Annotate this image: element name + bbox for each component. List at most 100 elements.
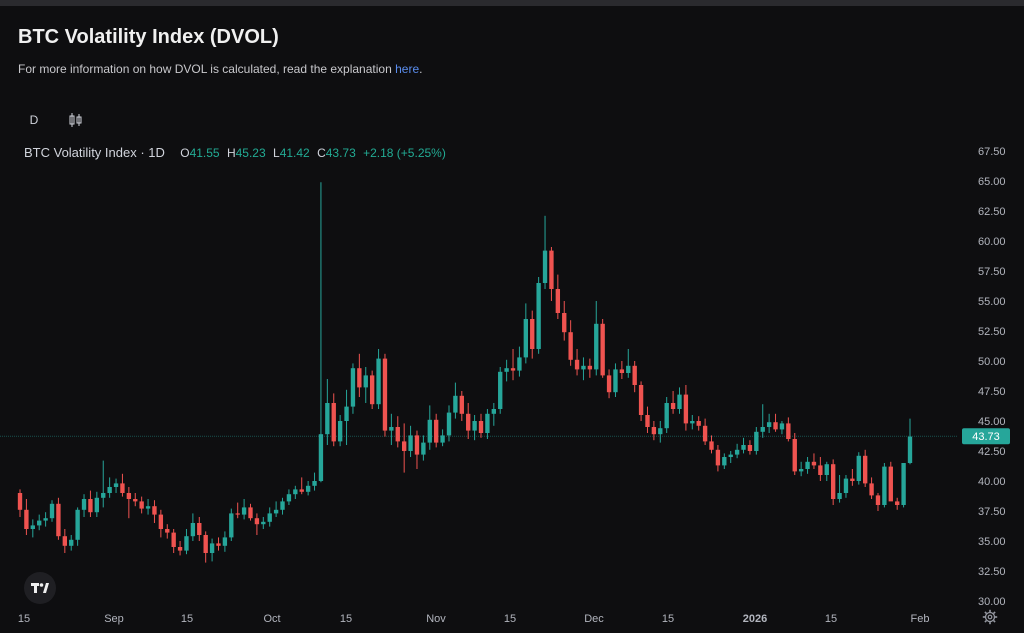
candle-body (664, 403, 669, 429)
candle-body (248, 507, 253, 519)
candle-body (152, 506, 157, 515)
y-tick-label: 52.50 (978, 326, 1006, 338)
candle-body (555, 289, 561, 313)
candle-body (401, 441, 407, 451)
candle-body (222, 537, 228, 546)
candle-body (491, 409, 496, 414)
y-tick-label: 50.00 (978, 356, 1006, 368)
candle-body (261, 521, 266, 525)
candle-body (613, 369, 618, 393)
tradingview-logo[interactable] (24, 572, 56, 604)
candle-body (421, 442, 426, 455)
candle-body (56, 503, 61, 537)
candle-body (43, 518, 48, 521)
timeframe-button[interactable]: D (29, 113, 39, 127)
candle-body (325, 403, 330, 435)
y-tick-label: 40.00 (978, 476, 1006, 488)
candle-body (158, 514, 164, 529)
candle-body (389, 427, 394, 431)
candle-body (850, 478, 855, 481)
window-top-bar (0, 0, 1024, 6)
candle-body (88, 499, 93, 513)
high-label: H (226, 146, 236, 160)
candle-body (677, 394, 682, 409)
y-tick-label: 55.00 (978, 296, 1006, 308)
candle-body (549, 250, 554, 289)
y-tick-label: 42.50 (978, 446, 1006, 458)
candle-body (293, 489, 298, 495)
x-tick-label: 15 (504, 613, 516, 625)
candle-body (472, 421, 477, 431)
candle-body (626, 365, 631, 373)
candle-body (280, 501, 285, 510)
open-value: 41.55 (189, 146, 220, 160)
candle-body (190, 523, 196, 537)
candle-body (81, 499, 87, 510)
candle-body (312, 481, 317, 486)
candle-body (197, 523, 202, 535)
y-tick-label: 32.50 (978, 566, 1006, 578)
candle-body (792, 439, 797, 472)
candle-body (299, 489, 304, 492)
candle-body (856, 455, 861, 481)
open-label: O (180, 146, 190, 160)
candle-body (94, 497, 100, 513)
candle-body (786, 423, 791, 439)
candle-body (606, 375, 612, 393)
high-value: 45.23 (235, 146, 266, 160)
candle-body (734, 449, 740, 455)
candle-body (600, 323, 605, 376)
candlestick-type-icon[interactable] (66, 110, 86, 130)
candle-body (741, 445, 746, 450)
candle-body (638, 385, 644, 415)
candle-body (882, 466, 887, 505)
candle-body (485, 413, 490, 433)
explanation-link[interactable]: here (395, 62, 420, 76)
candle-body (49, 503, 55, 519)
candle-body (369, 375, 375, 405)
chart-legend: BTC Volatility Index · 1D O41.55 H45.23 … (24, 145, 450, 160)
candle-body (344, 406, 349, 421)
candle-body (466, 413, 471, 431)
change-value: +2.18 (+5.25%) (363, 146, 446, 160)
candle-body (113, 483, 119, 487)
candle-body (229, 513, 234, 538)
x-tick-label: 2026 (743, 613, 767, 625)
candle-body (350, 368, 356, 407)
y-tick-label: 30.00 (978, 596, 1006, 608)
y-tick-label: 35.00 (978, 536, 1006, 548)
candle-body (498, 371, 503, 409)
candle-body (875, 495, 881, 505)
candle-body (235, 513, 240, 515)
last-price-badge (962, 428, 1010, 445)
candle-body (133, 499, 138, 502)
close-value: 43.73 (325, 146, 356, 160)
candle-body (126, 493, 132, 499)
candle-body (478, 421, 484, 433)
candle-body (305, 485, 311, 492)
candle-body (863, 455, 868, 484)
candle-body (658, 428, 663, 435)
candle-body (779, 423, 785, 430)
candle-body (120, 483, 125, 493)
low-label: L (273, 146, 280, 160)
candle-body (843, 478, 849, 493)
candle-body (414, 435, 420, 455)
candle-body (510, 368, 516, 371)
settings-gear-icon[interactable] (982, 609, 998, 625)
candle-body (754, 431, 759, 451)
x-tick-label: Nov (426, 613, 446, 625)
candle-body (574, 359, 580, 370)
subtitle-period: . (419, 62, 423, 76)
candle-body (530, 319, 535, 349)
candle-body (69, 539, 74, 546)
y-tick-label: 67.50 (978, 146, 1006, 158)
candle-body (382, 358, 388, 431)
x-tick-label: Sep (104, 613, 124, 625)
x-tick-label: Oct (263, 613, 280, 625)
candle-body (30, 525, 35, 529)
candle-body (895, 501, 900, 505)
candle-body (805, 461, 810, 469)
page-subtitle: For more information on how DVOL is calc… (18, 62, 422, 76)
